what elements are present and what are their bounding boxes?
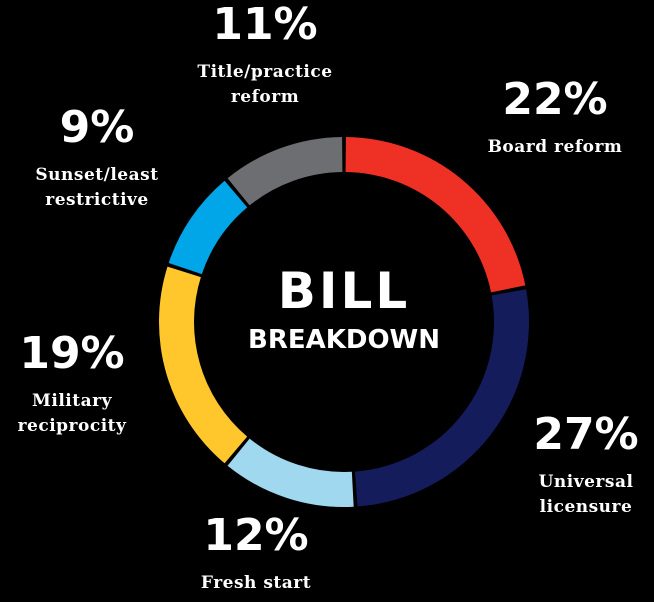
percent-label-military-reciprocity: 19%: [19, 328, 124, 379]
percent-label-fresh-start: 12%: [203, 510, 308, 561]
slice-labels: 22% Board reform 27% Universal licensure 12% F…: [18, 0, 639, 593]
chart-title: BILL: [278, 262, 410, 320]
slice-universal-licensure: [354, 289, 529, 507]
category-label-board-reform: Board reform: [488, 137, 623, 157]
category-label-military-reciprocity: Military: [32, 391, 113, 411]
category-label-universal-licensure: Universal: [539, 472, 634, 492]
category-label-sunset-least-restrictive: Sunset/least: [35, 165, 158, 185]
slice-title-practice-reform: [227, 137, 343, 206]
percent-label-board-reform: 22%: [502, 74, 607, 125]
category-label-universal-licensure-line2: licensure: [540, 497, 633, 517]
category-label-military-reciprocity-line2: reciprocity: [18, 416, 127, 436]
percent-label-title-practice-reform: 11%: [212, 0, 317, 50]
slice-military-reciprocity: [158, 266, 248, 464]
slice-fresh-start: [227, 438, 354, 507]
percent-label-sunset-least-restrictive: 9%: [60, 102, 135, 153]
category-label-fresh-start: Fresh start: [201, 573, 311, 593]
category-label-title-practice-reform: Title/practice: [197, 62, 332, 82]
category-label-sunset-least-restrictive-line2: restrictive: [45, 190, 148, 210]
slice-sunset-least-restrictive: [168, 180, 248, 275]
chart-subtitle: BREAKDOWN: [248, 325, 440, 355]
donut-slices: [158, 137, 529, 507]
category-label-title-practice-reform-line2: reform: [231, 87, 299, 107]
slice-board-reform: [345, 137, 526, 293]
percent-label-universal-licensure: 27%: [533, 409, 638, 460]
